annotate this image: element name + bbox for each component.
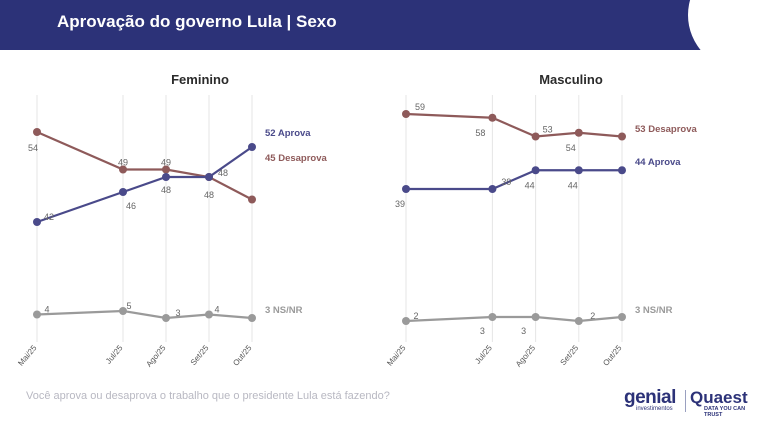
data-label: 53 bbox=[543, 125, 553, 135]
data-label: 48 bbox=[161, 185, 171, 195]
series-end-label: 3 NS/NR bbox=[265, 305, 303, 316]
series-line-aprova bbox=[36, 146, 253, 224]
x-tick-label: Ago/25 bbox=[514, 343, 538, 369]
quaest-logo-subtitle: DATA YOU CAN TRUST bbox=[704, 406, 746, 418]
x-tick-label: Out/25 bbox=[231, 343, 254, 368]
series-end-label: 52 Aprova bbox=[265, 128, 311, 139]
genial-logo: genial bbox=[624, 387, 676, 408]
data-label: 49 bbox=[118, 158, 128, 168]
data-point bbox=[574, 166, 583, 175]
data-label: 2 bbox=[590, 311, 595, 321]
data-point bbox=[119, 165, 127, 174]
data-label: 4 bbox=[44, 305, 49, 315]
logo-divider bbox=[685, 390, 686, 412]
data-label: 54 bbox=[566, 143, 576, 153]
data-label: 49 bbox=[161, 158, 171, 168]
data-point bbox=[33, 128, 41, 136]
data-label: 46 bbox=[126, 201, 136, 211]
data-label: 44 bbox=[525, 180, 535, 190]
data-point bbox=[205, 173, 213, 181]
logos: genial investimentos Quaest DATA YOU CAN… bbox=[624, 387, 764, 418]
data-point bbox=[248, 143, 256, 151]
data-point bbox=[488, 313, 497, 321]
quaest-logo: Quaest bbox=[690, 388, 748, 407]
data-point bbox=[488, 185, 497, 193]
x-tick-label: Jul/25 bbox=[473, 343, 494, 366]
data-label: 4 bbox=[214, 305, 219, 315]
header-decoration-small bbox=[702, 18, 742, 50]
data-label: 44 bbox=[568, 180, 578, 190]
data-label: 42 bbox=[44, 212, 54, 222]
data-point bbox=[205, 310, 213, 319]
data-point bbox=[119, 307, 127, 315]
series-end-label: 44 Aprova bbox=[635, 157, 681, 168]
data-point bbox=[162, 173, 170, 181]
data-point bbox=[162, 165, 170, 174]
x-tick-label: Ago/25 bbox=[144, 343, 168, 369]
x-tick-label: Set/25 bbox=[559, 343, 581, 367]
data-label: 3 bbox=[175, 308, 180, 318]
data-point bbox=[33, 218, 41, 226]
data-point bbox=[248, 314, 256, 322]
data-point bbox=[33, 310, 41, 319]
data-label: 3 bbox=[521, 326, 526, 336]
data-label: 2 bbox=[413, 311, 418, 321]
data-point bbox=[618, 313, 626, 321]
x-tick-label: Mai/25 bbox=[16, 343, 39, 368]
data-label: 5 bbox=[126, 301, 131, 311]
series-end-label: 53 Desaprova bbox=[635, 124, 698, 135]
series-line-nsnr bbox=[36, 309, 253, 320]
page-title: Aprovação do governo Lula | Sexo bbox=[57, 12, 337, 31]
data-label: 54 bbox=[28, 143, 38, 153]
series-line-desaprova bbox=[405, 112, 623, 138]
data-label: 59 bbox=[415, 102, 425, 112]
data-point bbox=[402, 185, 410, 193]
data-label: 48 bbox=[204, 190, 214, 200]
data-point bbox=[248, 195, 256, 204]
chart-title: Masculino bbox=[539, 72, 603, 87]
survey-question: Você aprova ou desaprova o trabalho que … bbox=[26, 390, 390, 402]
data-point bbox=[618, 132, 626, 141]
genial-logo-subtitle: investimentos bbox=[636, 406, 673, 412]
series-line-aprova bbox=[406, 169, 622, 191]
data-point bbox=[531, 166, 540, 175]
series-end-label: 3 NS/NR bbox=[635, 305, 673, 316]
data-point bbox=[402, 317, 410, 325]
series-line-desaprova bbox=[36, 130, 253, 201]
data-label: 58 bbox=[475, 128, 485, 138]
data-point bbox=[574, 128, 583, 137]
x-tick-label: Jul/25 bbox=[104, 343, 125, 366]
data-point bbox=[402, 110, 410, 118]
header-bar: Aprovação do governo Lula | Sexo bbox=[0, 0, 768, 50]
data-point bbox=[119, 188, 127, 196]
data-point bbox=[488, 113, 497, 122]
series-end-label: 45 Desaprova bbox=[265, 153, 328, 164]
data-label: 39 bbox=[501, 177, 511, 187]
chart-title: Feminino bbox=[171, 72, 229, 87]
data-label: 39 bbox=[395, 199, 405, 209]
data-point bbox=[162, 314, 170, 322]
data-point bbox=[531, 313, 540, 321]
data-point bbox=[531, 132, 540, 141]
x-tick-label: Mai/25 bbox=[385, 343, 408, 368]
x-tick-label: Set/25 bbox=[189, 343, 211, 367]
data-label: 3 bbox=[480, 326, 485, 336]
data-point bbox=[574, 317, 583, 325]
data-label: 48 bbox=[218, 168, 228, 178]
x-tick-label: Out/25 bbox=[601, 343, 624, 368]
data-point bbox=[618, 166, 626, 175]
